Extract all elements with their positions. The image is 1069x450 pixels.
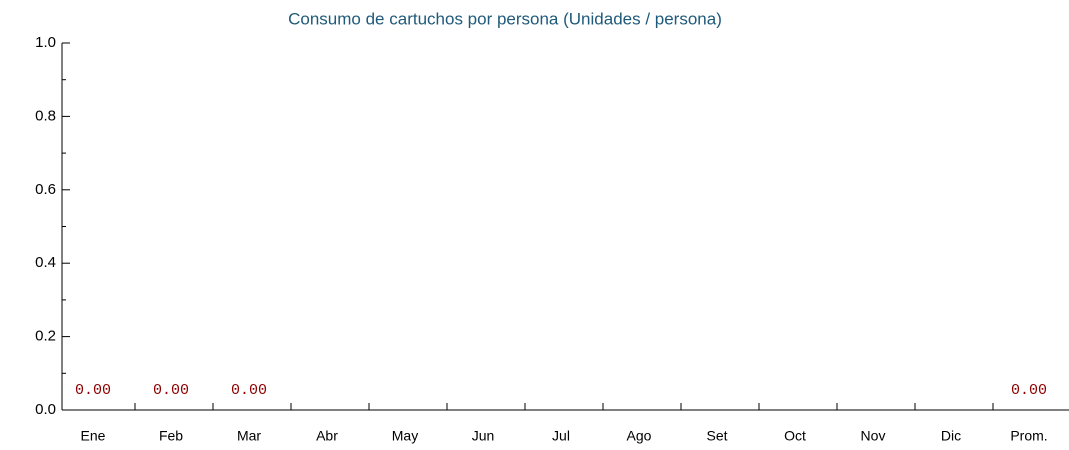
y-tick-label: 0.2	[35, 328, 56, 345]
x-tick-label: Nov	[861, 428, 886, 444]
value-label: 0.00	[231, 382, 267, 399]
x-tick-label: May	[392, 428, 418, 444]
y-tick-label: 1.0	[35, 34, 56, 51]
value-label: 0.00	[75, 382, 111, 399]
value-label: 0.00	[1011, 382, 1047, 399]
x-tick-label: Abr	[316, 428, 338, 444]
x-tick-label: Jun	[472, 428, 495, 444]
x-tick-label: Oct	[784, 428, 806, 444]
y-tick-label: 0.0	[35, 401, 56, 418]
y-tick-label: 0.6	[35, 181, 56, 198]
x-tick-label: Ago	[627, 428, 652, 444]
x-tick-label: Feb	[159, 428, 183, 444]
x-tick-label: Dic	[941, 428, 961, 444]
x-tick-label: Ene	[81, 428, 106, 444]
x-tick-label: Set	[706, 428, 727, 444]
value-label: 0.00	[153, 382, 189, 399]
x-tick-label: Jul	[552, 428, 570, 444]
y-tick-label: 0.8	[35, 107, 56, 124]
chart-title: Consumo de cartuchos por persona (Unidad…	[288, 9, 722, 28]
x-tick-label: Mar	[237, 428, 261, 444]
x-tick-label: Prom.	[1010, 428, 1047, 444]
y-tick-label: 0.4	[35, 254, 56, 271]
